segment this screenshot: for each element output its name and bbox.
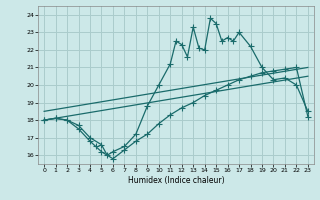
X-axis label: Humidex (Indice chaleur): Humidex (Indice chaleur) bbox=[128, 176, 224, 185]
